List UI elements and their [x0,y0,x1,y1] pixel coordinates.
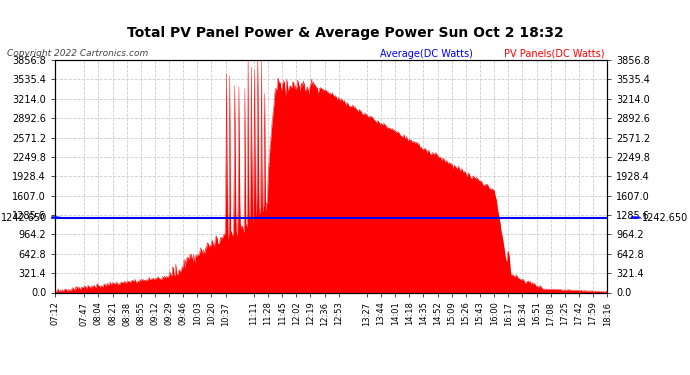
Text: Average(DC Watts): Average(DC Watts) [380,49,473,59]
Text: 1242.650: 1242.650 [1,213,48,223]
Text: Total PV Panel Power & Average Power Sun Oct 2 18:32: Total PV Panel Power & Average Power Sun… [127,26,563,40]
Text: PV Panels(DC Watts): PV Panels(DC Watts) [504,49,604,59]
Text: 1242.650: 1242.650 [642,213,689,223]
Text: Copyright 2022 Cartronics.com: Copyright 2022 Cartronics.com [7,49,148,58]
